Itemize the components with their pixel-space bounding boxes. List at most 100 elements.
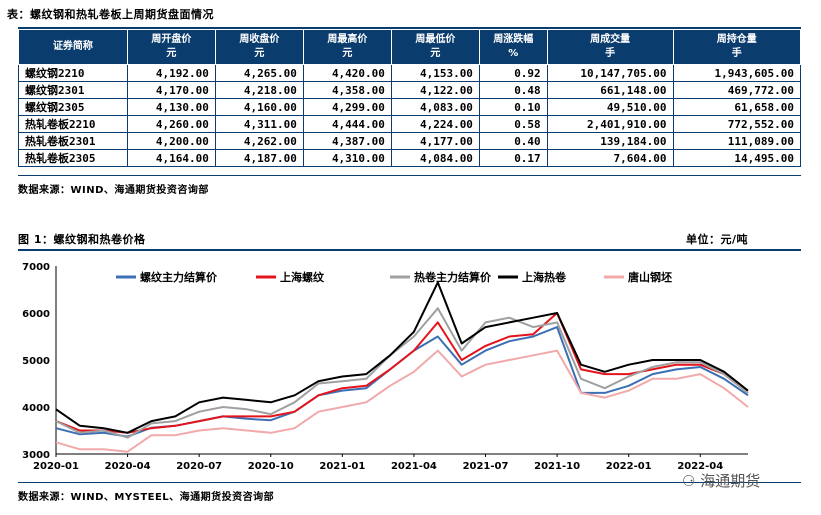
x-tick-label: 2020-01	[33, 461, 79, 472]
cell: 49,510.00	[546, 98, 674, 116]
x-tick-label: 2020-10	[248, 461, 294, 472]
cell: 4,260.00	[126, 115, 216, 133]
col-header: 周成交量手	[546, 29, 674, 65]
table-row: 热轧卷板2210 4,260.00 4,311.00 4,444.00 4,22…	[18, 115, 801, 133]
cell: 4,420.00	[302, 64, 392, 82]
cell-name: 螺纹钢2210	[18, 64, 128, 82]
y-tick-label: 6000	[22, 309, 50, 320]
series-line	[55, 349, 749, 453]
futures-table: 证券简称 周开盘价元 周收盘价元 周最高价元 周最低价元 周涨跌幅% 周成交量手…	[18, 29, 801, 167]
legend-label: 上海热卷	[522, 270, 567, 284]
cell: 4,224.00	[390, 115, 480, 133]
cell: 2,401,910.00	[546, 115, 674, 133]
x-tick-label: 2021-07	[463, 461, 509, 472]
cell: 7,604.00	[546, 149, 674, 167]
cell-name: 热轧卷板2210	[18, 115, 128, 133]
cell-name: 螺纹钢2305	[18, 98, 128, 116]
table-row: 螺纹钢2301 4,170.00 4,218.00 4,358.00 4,122…	[18, 81, 801, 99]
x-tick-label: 2021-10	[534, 461, 580, 472]
cell: 4,265.00	[214, 64, 304, 82]
wechat-icon: ⚆	[682, 472, 696, 490]
cell: 4,200.00	[126, 132, 216, 150]
figure-top-rule	[18, 249, 801, 251]
col-header: 周最高价元	[302, 29, 392, 65]
cell: 4,310.00	[302, 149, 392, 167]
x-tick-label: 2021-04	[391, 461, 437, 472]
legend-label: 上海螺纹	[280, 270, 325, 284]
col-header: 周收盘价元	[214, 29, 304, 65]
figure-unit: 单位：元/吨	[686, 233, 749, 246]
legend-label: 唐山钢坯	[628, 270, 672, 284]
cell: 469,772.00	[672, 81, 801, 99]
cell: 4,192.00	[126, 64, 216, 82]
cell-name: 螺纹钢2301	[18, 81, 128, 99]
legend-label: 热卷主力结算价	[414, 270, 492, 284]
cell: 0.92	[478, 64, 548, 82]
cell: 61,658.00	[672, 98, 801, 116]
cell: 0.17	[478, 149, 548, 167]
watermark-text: 海通期货	[700, 472, 761, 490]
cell: 4,084.00	[390, 149, 480, 167]
cell-name: 热轧卷板2301	[18, 132, 128, 150]
y-tick-label: 5000	[22, 356, 50, 367]
y-tick-label: 3000	[22, 450, 50, 461]
cell: 4,187.00	[214, 149, 304, 167]
watermark-logo: ⚆ 海通期货	[682, 470, 760, 491]
x-tick-label: 2020-04	[105, 461, 151, 472]
cell: 4,218.00	[214, 81, 304, 99]
cell: 772,552.00	[672, 115, 801, 133]
cell: 111,089.00	[672, 132, 801, 150]
cell: 4,299.00	[302, 98, 392, 116]
cell: 661,148.00	[546, 81, 674, 99]
cell: 4,170.00	[126, 81, 216, 99]
cell: 4,164.00	[126, 149, 216, 167]
table-row: 热轧卷板2305 4,164.00 4,187.00 4,310.00 4,08…	[18, 149, 801, 167]
cell: 0.58	[478, 115, 548, 133]
price-line-chart: 3000 4000 5000 6000 7000 2020-01 2020-04 2020-0…	[22, 262, 749, 472]
cell: 0.10	[478, 98, 548, 116]
cell: 4,160.00	[214, 98, 304, 116]
cell: 0.48	[478, 81, 548, 99]
table-caption: 表：螺纹钢和热轧卷板上周期货盘面情况	[7, 8, 214, 21]
cell: 4,130.00	[126, 98, 216, 116]
cell: 4,177.00	[390, 132, 480, 150]
y-tick-label: 4000	[22, 403, 50, 414]
col-header: 证券简称	[18, 29, 128, 65]
cell: 4,358.00	[302, 81, 392, 99]
table-bottom-rule	[18, 175, 801, 176]
x-tick-label: 2021-01	[319, 461, 365, 472]
table-row: 螺纹钢2210 4,192.00 4,265.00 4,420.00 4,153…	[18, 64, 801, 82]
cell: 10,147,705.00	[546, 64, 674, 82]
cell: 1,943,605.00	[672, 64, 801, 82]
legend-label: 螺纹主力结算价	[140, 270, 218, 284]
col-header: 周开盘价元	[126, 29, 216, 65]
cell: 4,262.00	[214, 132, 304, 150]
table-header-row: 证券简称 周开盘价元 周收盘价元 周最高价元 周最低价元 周涨跌幅% 周成交量手…	[18, 29, 801, 65]
col-header: 周持仓量手	[672, 29, 801, 65]
cell: 14,495.00	[672, 149, 801, 167]
table-row: 热轧卷板2301 4,200.00 4,262.00 4,387.00 4,17…	[18, 132, 801, 150]
cell: 4,083.00	[390, 98, 480, 116]
cell: 0.40	[478, 132, 548, 150]
y-tick-label: 7000	[22, 262, 50, 273]
cell: 4,122.00	[390, 81, 480, 99]
cell: 4,444.00	[302, 115, 392, 133]
figure-bottom-rule	[18, 482, 801, 483]
x-tick-label: 2022-01	[606, 461, 652, 472]
figure-source: 数据来源：WIND、MYSTEEL、海通期货投资咨询部	[18, 492, 275, 503]
table-source: 数据来源：WIND、海通期货投资咨询部	[18, 185, 209, 196]
x-tick-label: 2022-04	[677, 461, 723, 472]
series-line	[55, 307, 749, 439]
figure-caption: 图 1：螺纹钢和热卷价格	[18, 233, 146, 246]
cell: 4,311.00	[214, 115, 304, 133]
cell-name: 热轧卷板2305	[18, 149, 128, 167]
cell: 139,184.00	[546, 132, 674, 150]
table-top-rule	[18, 27, 801, 29]
col-header: 周最低价元	[390, 29, 480, 65]
series-line	[55, 281, 749, 434]
series-line	[55, 312, 749, 434]
table-row: 螺纹钢2305 4,130.00 4,160.00 4,299.00 4,083…	[18, 98, 801, 116]
col-header: 周涨跌幅%	[478, 29, 548, 65]
cell: 4,387.00	[302, 132, 392, 150]
cell: 4,153.00	[390, 64, 480, 82]
